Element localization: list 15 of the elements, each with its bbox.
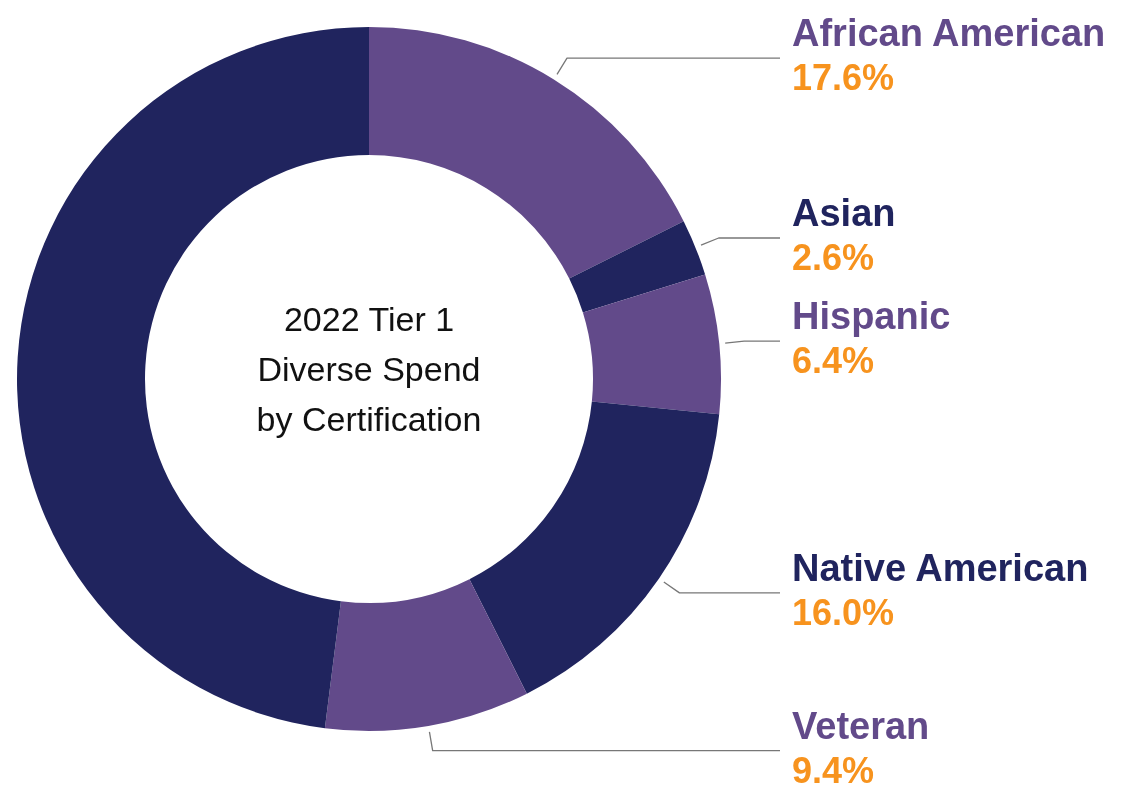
donut-slice (369, 27, 684, 279)
data-label: 9.4% (792, 749, 875, 791)
slice-label: Hispanic (792, 295, 951, 338)
data-label: 2.6% (792, 237, 875, 279)
data-label: 17.6% (792, 57, 895, 99)
donut-slice (582, 274, 721, 415)
slice-label: African American (792, 12, 1106, 55)
donut-slice (569, 221, 706, 313)
slice-label: Veteran (792, 704, 930, 747)
text: 2022 Tier 1 Diverse Spend by Certification (256, 300, 482, 438)
data-label: 16.0% (792, 591, 895, 633)
slice-label: Asian (792, 192, 896, 235)
data-label: 6.4% (792, 340, 875, 382)
slice-label: Native American (792, 546, 1089, 589)
donut-slice (324, 579, 527, 731)
